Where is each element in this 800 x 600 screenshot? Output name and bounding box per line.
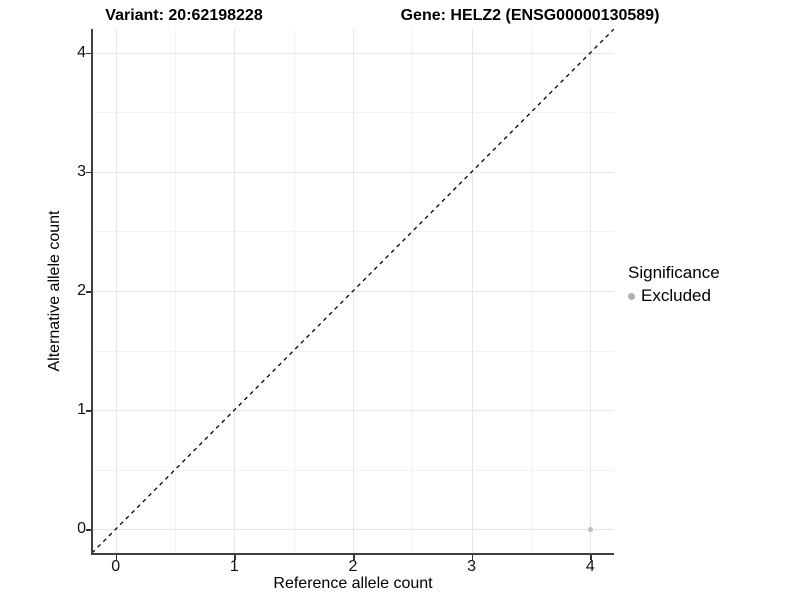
identity-line-layer xyxy=(92,29,614,553)
y-tick-mark xyxy=(86,529,91,531)
y-tick-label: 0 xyxy=(77,520,86,538)
x-tick-label: 4 xyxy=(585,558,595,575)
x-tick-label: 3 xyxy=(467,558,477,575)
y-tick-label: 4 xyxy=(77,43,86,61)
plot-panel xyxy=(92,29,614,553)
y-tick-label: 3 xyxy=(77,162,86,180)
y-axis-line xyxy=(91,29,93,554)
grid-major-h xyxy=(92,529,614,531)
legend-title: Significance xyxy=(628,263,720,282)
identity-dashed-line xyxy=(92,29,614,553)
x-axis-line xyxy=(91,553,614,555)
x-tick-label: 0 xyxy=(111,558,121,575)
y-tick-mark xyxy=(86,410,91,412)
x-tick-mark xyxy=(234,554,236,560)
legend-item-label: Excluded xyxy=(641,286,711,305)
y-tick-mark xyxy=(86,171,91,174)
grid-major-h xyxy=(92,410,614,412)
x-tick-mark xyxy=(590,554,592,560)
grid-major-h xyxy=(92,171,614,173)
x-tick-mark xyxy=(471,554,474,560)
x-tick-label: 1 xyxy=(229,558,239,575)
legend-item-excluded: Excluded xyxy=(628,286,720,306)
variant-title: Variant: 20:62198228 xyxy=(105,7,263,24)
x-tick-mark xyxy=(353,554,355,560)
x-tick-label: 2 xyxy=(348,558,358,575)
data-point xyxy=(587,526,593,532)
x-axis-label: Reference allele count xyxy=(273,575,433,592)
legend: Significance Excluded xyxy=(628,263,720,306)
excluded-swatch-icon xyxy=(628,292,635,300)
x-tick-mark xyxy=(115,554,118,560)
y-tick-mark xyxy=(86,291,91,293)
gene-title: Gene: HELZ2 (ENSG00000130589) xyxy=(400,7,660,24)
grid-major-h xyxy=(92,52,614,54)
y-tick-label: 2 xyxy=(77,282,86,299)
y-tick-label: 1 xyxy=(77,401,86,419)
y-tick-mark xyxy=(86,52,91,55)
